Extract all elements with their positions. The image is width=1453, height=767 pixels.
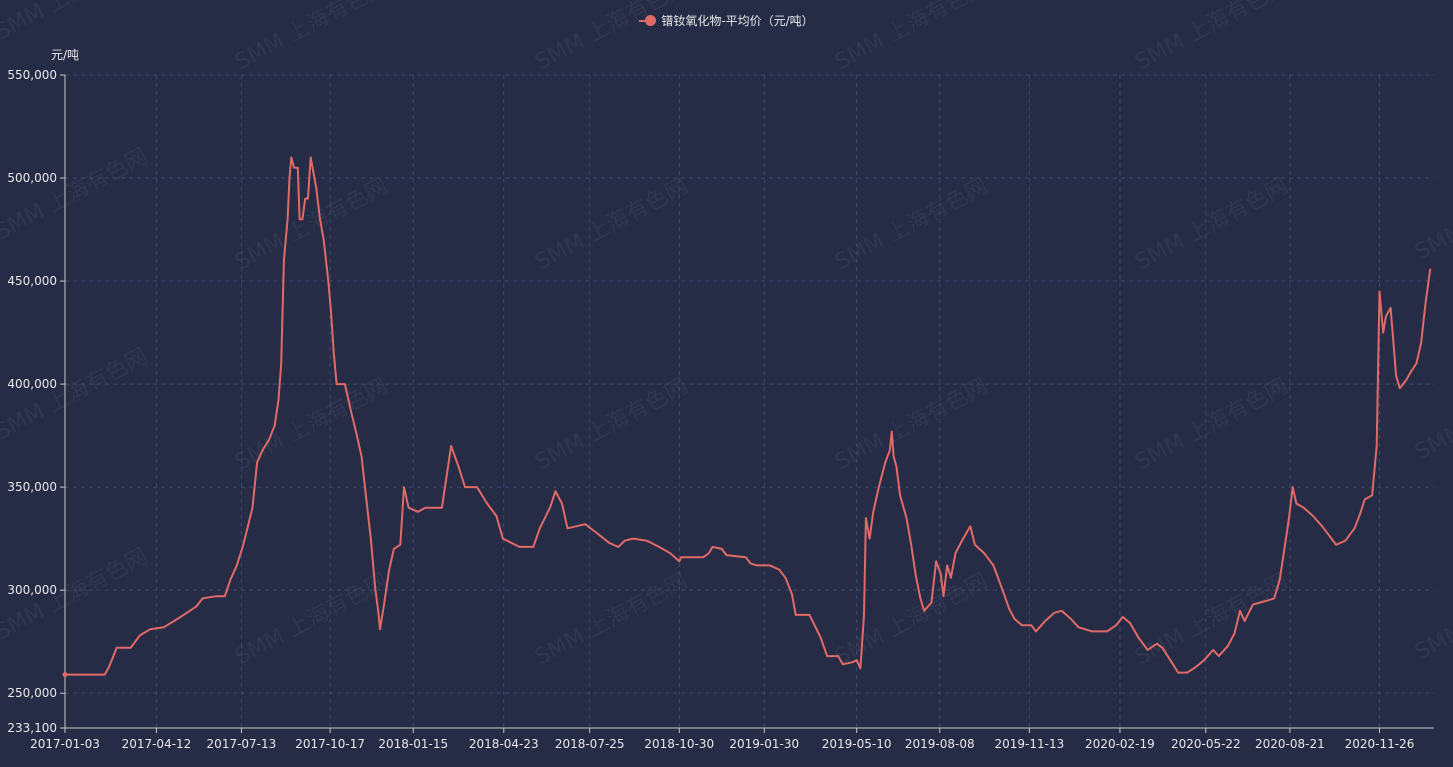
watermark-text: SMM 上海有色网 — [231, 569, 392, 670]
x-tick-label: 2017-10-17 — [295, 737, 365, 751]
legend[interactable]: 镨钕氧化物-平均价（元/吨） — [0, 12, 1453, 29]
x-tick-label: 2020-11-26 — [1345, 737, 1415, 751]
x-tick-label: 2018-01-15 — [378, 737, 448, 751]
y-tick-label: 300,000 — [7, 583, 57, 597]
y-tick-label: 550,000 — [7, 68, 57, 82]
watermark-text: SMM 上海有色网 — [831, 174, 992, 275]
x-tick-label: 2017-07-13 — [207, 737, 277, 751]
x-tick-label: 2020-05-22 — [1171, 737, 1241, 751]
watermark-text: SMM 上海有色网 — [0, 144, 152, 245]
x-tick-label: 2017-01-03 — [30, 737, 100, 751]
watermark-text: SMM 上海有色网 — [231, 0, 392, 75]
watermark-text: SMM 上海有色网 — [0, 0, 152, 45]
y-axis-label: 元/吨 — [51, 48, 80, 62]
watermark-text: SMM 上海有色网 — [1131, 0, 1292, 75]
watermark-text: SMM 上海有色网 — [0, 344, 152, 445]
watermark-text: SMM 上海有色网 — [1411, 364, 1453, 465]
x-tick-label: 2018-04-23 — [469, 737, 539, 751]
watermark-text: SMM 上海有色网 — [1411, 564, 1453, 665]
y-tick-label: 400,000 — [7, 377, 57, 391]
watermark-text: SMM 上海有色网 — [1131, 174, 1292, 275]
legend-marker — [645, 15, 657, 26]
x-tick-label: 2019-08-08 — [905, 737, 975, 751]
watermark-text: SMM 上海有色网 — [531, 569, 692, 670]
x-tick-label: 2019-05-10 — [822, 737, 892, 751]
watermark-text: SMM 上海有色网 — [531, 174, 692, 275]
y-tick-label: 450,000 — [7, 274, 57, 288]
watermark-text: SMM 上海有色网 — [1131, 569, 1292, 670]
y-tick-label: 350,000 — [7, 480, 57, 494]
legend-label: 镨钕氧化物-平均价（元/吨） — [661, 14, 814, 28]
x-tick-label: 2020-02-19 — [1085, 737, 1155, 751]
watermark-text: SMM 上海有色网 — [1411, 164, 1453, 265]
series-start-point — [62, 672, 68, 678]
x-tick-label: 2018-10-30 — [644, 737, 714, 751]
watermark-text: SMM 上海有色网 — [1131, 374, 1292, 475]
watermark-text: SMM 上海有色网 — [831, 374, 992, 475]
x-tick-label: 2019-11-13 — [995, 737, 1065, 751]
watermark-text: SMM 上海有色网 — [231, 174, 392, 275]
y-tick-label: 250,000 — [7, 686, 57, 700]
watermark-text: SMM 上海有色网 — [531, 374, 692, 475]
x-tick-label: 2020-08-21 — [1255, 737, 1325, 751]
watermark-text: SMM 上海有色网 — [831, 0, 992, 75]
watermark-text: SMM 上海有色网 — [531, 0, 692, 75]
x-tick-label: 2017-04-12 — [122, 737, 192, 751]
legend-line-left — [639, 20, 646, 22]
y-tick-label: 233,100 — [7, 721, 57, 735]
y-tick-label: 500,000 — [7, 171, 57, 185]
series-line — [65, 156, 1432, 676]
x-tick-label: 2018-07-25 — [555, 737, 625, 751]
watermark-text: SMM 上海有色网 — [231, 374, 392, 475]
watermark-text: SMM 上海有色网 — [831, 569, 992, 670]
x-tick-label: 2019-01-30 — [729, 737, 799, 751]
